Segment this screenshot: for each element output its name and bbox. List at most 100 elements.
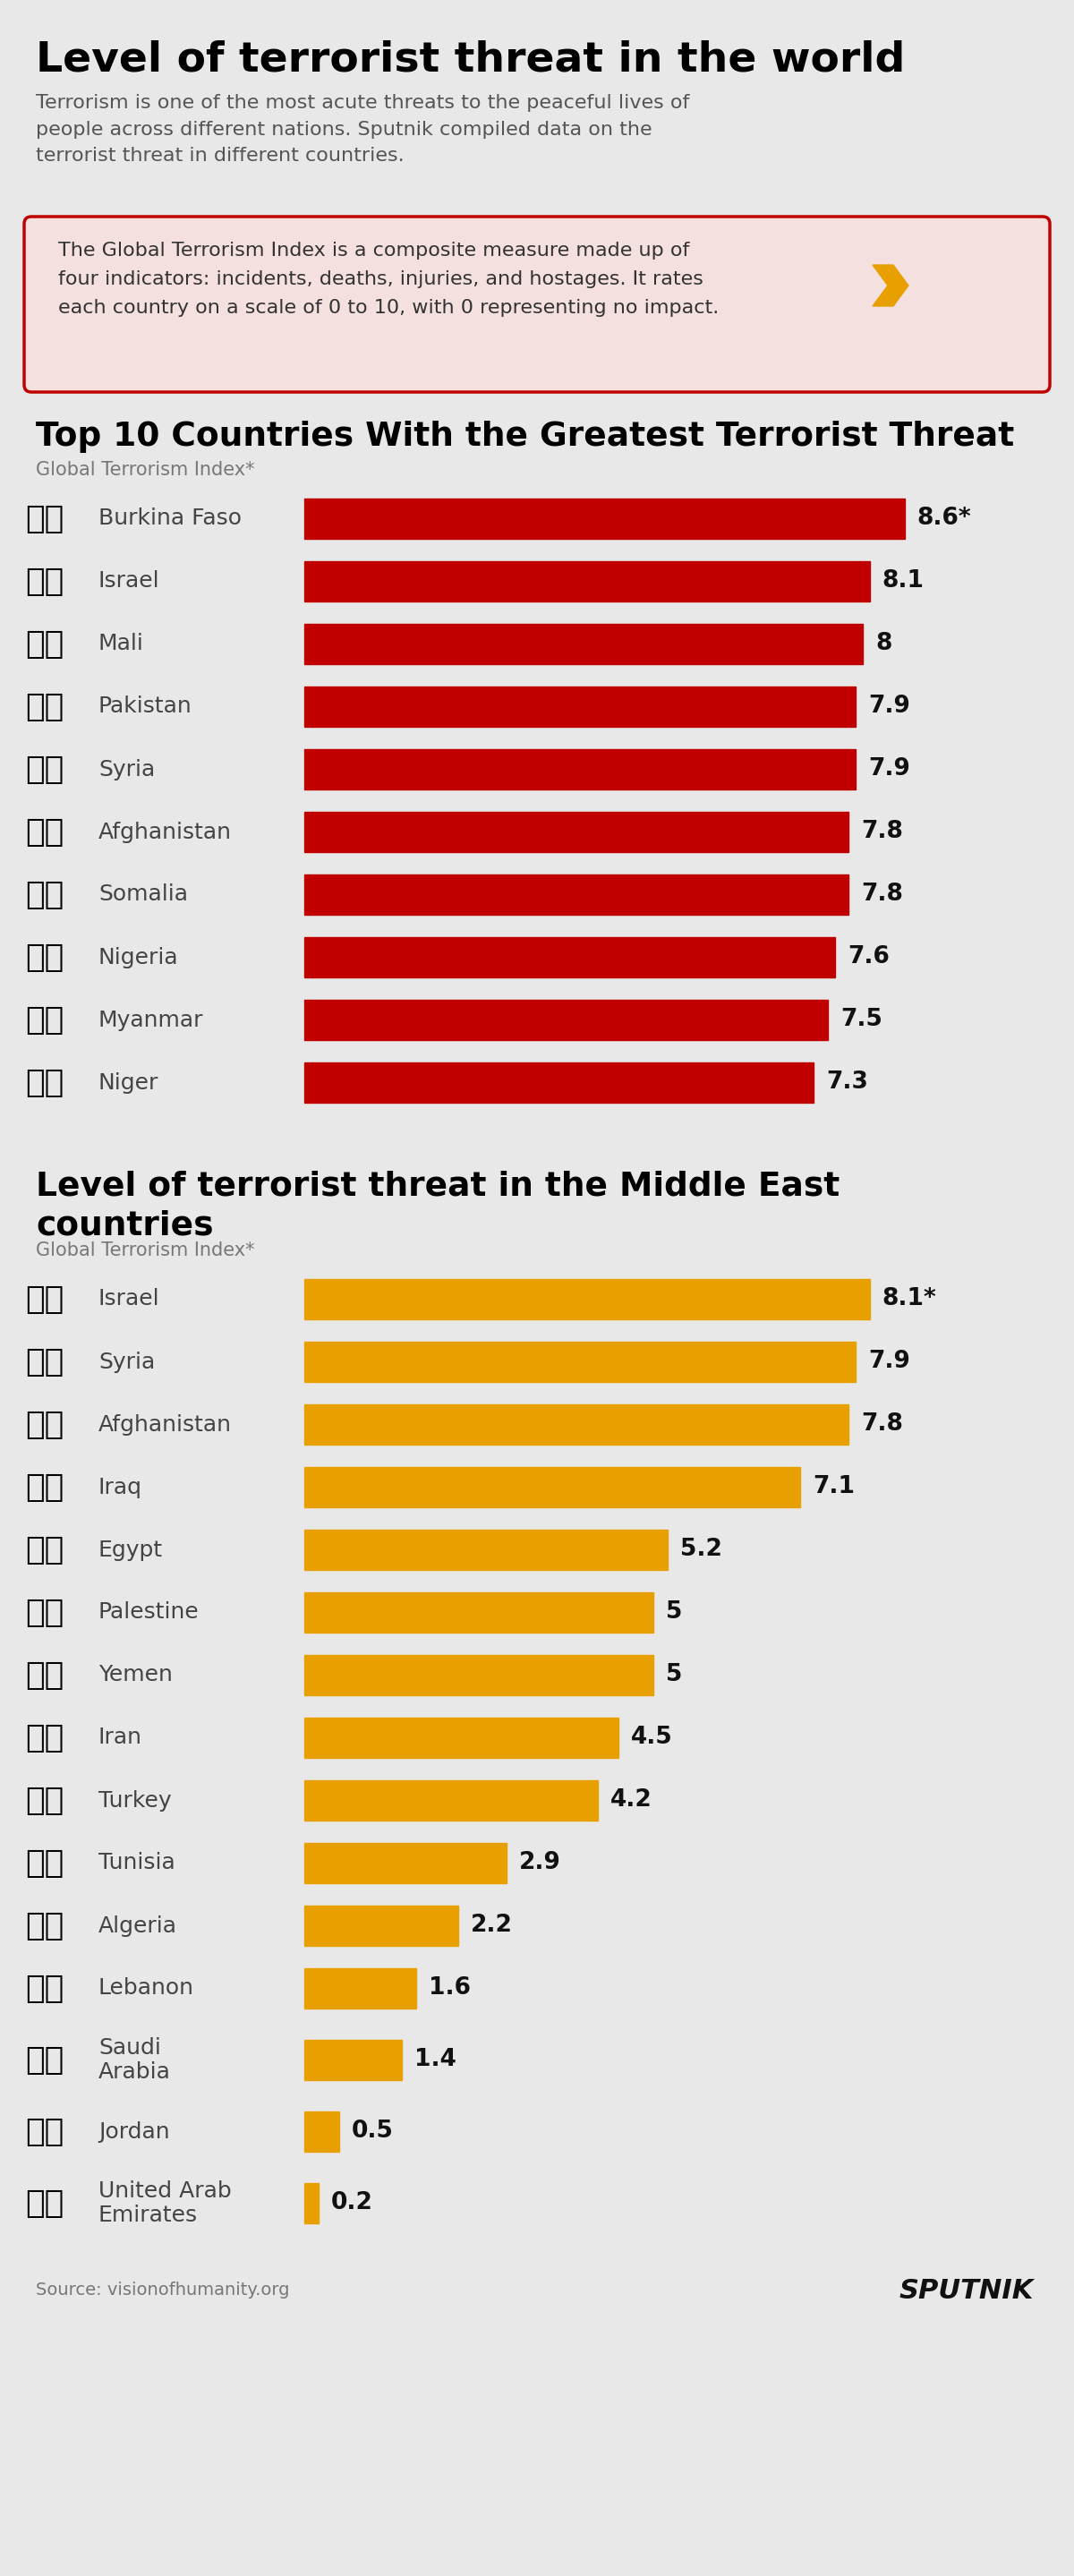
Text: Somalia: Somalia <box>99 884 188 904</box>
Bar <box>304 2182 318 2223</box>
Bar <box>304 1280 870 1319</box>
Text: Palestine: Palestine <box>99 1602 200 1623</box>
Text: 🇵🇸: 🇵🇸 <box>26 1597 64 1628</box>
Text: 7.6: 7.6 <box>847 945 889 969</box>
Text: Syria: Syria <box>99 757 155 781</box>
Text: Top 10 Countries With the Greatest Terrorist Threat: Top 10 Countries With the Greatest Terro… <box>35 420 1014 453</box>
Text: 7.5: 7.5 <box>841 1007 883 1030</box>
Text: Tunisia: Tunisia <box>99 1852 175 1873</box>
Bar <box>304 500 904 538</box>
Text: 5: 5 <box>666 1600 682 1623</box>
Bar <box>304 1404 848 1445</box>
Text: 🇦🇪: 🇦🇪 <box>26 2187 64 2218</box>
Text: 0.5: 0.5 <box>352 2120 394 2143</box>
Bar <box>304 750 856 788</box>
Text: 5.2: 5.2 <box>680 1538 722 1561</box>
Text: 4.2: 4.2 <box>610 1788 652 1811</box>
Text: Terrorism is one of the most acute threats to the peaceful lives of
people acros: Terrorism is one of the most acute threa… <box>35 93 690 165</box>
Text: 🇲🇲: 🇲🇲 <box>26 1005 64 1036</box>
Bar <box>304 1718 619 1757</box>
Text: Israel: Israel <box>99 572 160 592</box>
Polygon shape <box>872 265 909 307</box>
Bar <box>304 2040 402 2081</box>
Text: Iran: Iran <box>99 1726 142 1749</box>
Text: Niger: Niger <box>99 1072 159 1092</box>
Bar <box>304 1968 416 2009</box>
Text: 🇮🇱: 🇮🇱 <box>26 567 64 598</box>
Text: 🇹🇳: 🇹🇳 <box>26 1847 64 1878</box>
Text: Algeria: Algeria <box>99 1914 177 1937</box>
Text: Global Terrorism Index*: Global Terrorism Index* <box>35 1242 255 1260</box>
Text: SPUTNIK: SPUTNIK <box>900 2277 1034 2303</box>
Text: 🇩🇿: 🇩🇿 <box>26 1911 64 1940</box>
Text: 🇸🇾: 🇸🇾 <box>26 755 64 786</box>
Text: Saudi
Arabia: Saudi Arabia <box>99 2038 171 2084</box>
Text: 🇳🇬: 🇳🇬 <box>26 943 64 974</box>
Bar <box>304 811 848 853</box>
Text: Turkey: Turkey <box>99 1790 172 1811</box>
Bar <box>304 938 834 976</box>
Text: 4.5: 4.5 <box>632 1726 672 1749</box>
Text: The Global Terrorism Index is a composite measure made up of
four indicators: in: The Global Terrorism Index is a composit… <box>58 242 719 317</box>
Bar <box>304 1530 667 1569</box>
Text: Jordan: Jordan <box>99 2120 170 2143</box>
FancyBboxPatch shape <box>25 216 1050 392</box>
Text: 🇾🇪: 🇾🇪 <box>26 1659 64 1690</box>
Bar <box>304 688 856 726</box>
Text: 🇪🇬: 🇪🇬 <box>26 1535 64 1566</box>
Text: 🇸🇾: 🇸🇾 <box>26 1347 64 1378</box>
Text: Lebanon: Lebanon <box>99 1978 194 1999</box>
Text: United Arab
Emirates: United Arab Emirates <box>99 2179 232 2226</box>
Text: 7.1: 7.1 <box>813 1476 855 1499</box>
Text: 🇦🇫: 🇦🇫 <box>26 817 64 848</box>
Text: Afghanistan: Afghanistan <box>99 822 232 842</box>
Text: Level of terrorist threat in the Middle East
countries: Level of terrorist threat in the Middle … <box>35 1170 840 1242</box>
Text: 🇧🇫: 🇧🇫 <box>26 502 64 533</box>
Text: Yemen: Yemen <box>99 1664 173 1685</box>
Text: Afghanistan: Afghanistan <box>99 1414 232 1435</box>
Text: 🇯🇴: 🇯🇴 <box>26 2117 64 2146</box>
Text: 2.2: 2.2 <box>470 1914 512 1937</box>
Bar <box>304 2112 339 2151</box>
Text: Global Terrorism Index*: Global Terrorism Index* <box>35 461 255 479</box>
Bar <box>304 1654 653 1695</box>
Text: 8.1*: 8.1* <box>883 1288 937 1311</box>
Bar <box>304 1906 458 1945</box>
Text: 5: 5 <box>666 1664 682 1687</box>
Text: 8: 8 <box>875 631 891 657</box>
Text: Burkina Faso: Burkina Faso <box>99 507 242 531</box>
Text: 2.9: 2.9 <box>520 1852 562 1875</box>
Bar <box>304 1342 856 1381</box>
Text: Nigeria: Nigeria <box>99 945 178 969</box>
Text: 🇳🇪: 🇳🇪 <box>26 1066 64 1097</box>
Text: Myanmar: Myanmar <box>99 1010 204 1030</box>
Text: 8.1: 8.1 <box>883 569 925 592</box>
Bar <box>304 1842 507 1883</box>
Text: Syria: Syria <box>99 1350 155 1373</box>
Text: Israel: Israel <box>99 1288 160 1311</box>
Text: 7.8: 7.8 <box>861 1412 903 1437</box>
Bar <box>304 1466 800 1507</box>
Text: 1.6: 1.6 <box>429 1976 470 1999</box>
Bar <box>304 873 848 914</box>
Text: 7.9: 7.9 <box>869 1350 911 1373</box>
Text: 🇹🇷: 🇹🇷 <box>26 1785 64 1816</box>
Text: 🇵🇰: 🇵🇰 <box>26 690 64 721</box>
Text: 7.9: 7.9 <box>869 757 911 781</box>
Text: 0.2: 0.2 <box>331 2192 373 2215</box>
Bar <box>304 562 870 600</box>
Text: Mali: Mali <box>99 634 144 654</box>
Text: 🇱🇧: 🇱🇧 <box>26 1973 64 2004</box>
Text: 7.9: 7.9 <box>869 696 911 719</box>
Text: 🇮🇱: 🇮🇱 <box>26 1283 64 1314</box>
Text: 7.3: 7.3 <box>827 1072 869 1095</box>
Text: 🇮🇶: 🇮🇶 <box>26 1471 64 1502</box>
Text: 🇮🇷: 🇮🇷 <box>26 1723 64 1754</box>
Text: 🇦🇫: 🇦🇫 <box>26 1409 64 1440</box>
Text: Level of terrorist threat in the world: Level of terrorist threat in the world <box>35 41 905 80</box>
Bar <box>304 1780 597 1821</box>
Text: Source: visionofhumanity.org: Source: visionofhumanity.org <box>35 2282 290 2298</box>
Bar <box>304 1592 653 1633</box>
Text: 8.6*: 8.6* <box>917 507 972 531</box>
Text: 🇲🇱: 🇲🇱 <box>26 629 64 659</box>
